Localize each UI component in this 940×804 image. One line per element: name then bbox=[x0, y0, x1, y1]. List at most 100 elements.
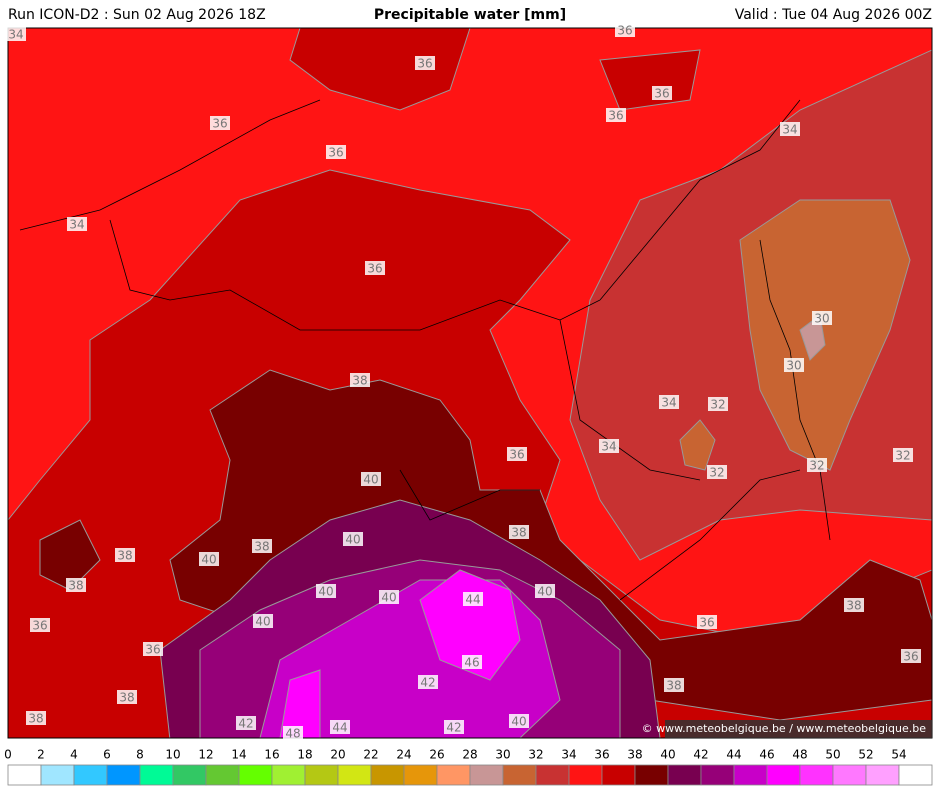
contour-label: 42 bbox=[444, 720, 464, 735]
label-text: 38 bbox=[117, 549, 132, 563]
label-box bbox=[361, 472, 381, 486]
label-box bbox=[784, 358, 804, 372]
contour-label: 36 bbox=[143, 642, 163, 657]
label-text: 34 bbox=[8, 28, 23, 42]
label-box bbox=[115, 548, 135, 562]
contour-label: 34 bbox=[6, 27, 26, 42]
label-box bbox=[901, 649, 921, 663]
label-box bbox=[6, 27, 26, 41]
color-box bbox=[106, 764, 141, 786]
color-box bbox=[304, 764, 339, 786]
label-text: 48 bbox=[285, 727, 300, 741]
colorbar-tick: 14 bbox=[231, 748, 246, 762]
contour-label: 30 bbox=[784, 358, 804, 373]
label-text: 46 bbox=[464, 656, 479, 670]
contour-label: 38 bbox=[844, 598, 864, 613]
contour-label: 38 bbox=[117, 690, 137, 705]
label-text: 36 bbox=[903, 650, 918, 664]
colorbar-tick: 18 bbox=[297, 748, 312, 762]
contour-label: 36 bbox=[326, 145, 346, 160]
colorbar-tick: 40 bbox=[660, 748, 675, 762]
contour-label: 36 bbox=[30, 618, 50, 633]
colorbar-tick: 34 bbox=[561, 748, 576, 762]
colorbar-tick: 22 bbox=[363, 748, 378, 762]
color-box bbox=[271, 764, 306, 786]
label-box bbox=[707, 465, 727, 479]
contour-label: 40 bbox=[316, 584, 336, 599]
label-box bbox=[66, 578, 86, 592]
shade-30 bbox=[679, 419, 716, 471]
color-box bbox=[370, 764, 405, 786]
shade-30 bbox=[739, 199, 911, 471]
contour-label: 38 bbox=[509, 525, 529, 540]
credit-box bbox=[665, 720, 932, 738]
contour-label: 40 bbox=[253, 614, 273, 629]
contour-label: 38 bbox=[350, 373, 370, 388]
label-box bbox=[326, 145, 346, 159]
color-box bbox=[238, 764, 273, 786]
label-text: 42 bbox=[420, 676, 435, 690]
label-box bbox=[350, 373, 370, 387]
label-text: 36 bbox=[417, 57, 432, 71]
map: © www.meteobelgique.be / www.meteobelgiq… bbox=[6, 23, 933, 741]
colorbar-tick: 50 bbox=[825, 748, 840, 762]
label-text: 34 bbox=[661, 396, 676, 410]
label-text: 40 bbox=[537, 585, 552, 599]
contour-label: 46 bbox=[462, 655, 482, 670]
label-text: 36 bbox=[617, 24, 632, 38]
label-box bbox=[780, 122, 800, 136]
label-box bbox=[418, 675, 438, 689]
label-box bbox=[283, 726, 303, 740]
label-text: 38 bbox=[666, 679, 681, 693]
label-text: 34 bbox=[782, 123, 797, 137]
color-box bbox=[634, 764, 669, 786]
colorbar-tick: 8 bbox=[136, 748, 144, 762]
label-box bbox=[143, 642, 163, 656]
label-text: 40 bbox=[363, 473, 378, 487]
label-box bbox=[462, 655, 482, 669]
label-box bbox=[379, 590, 399, 604]
colorbar-tick: 44 bbox=[726, 748, 741, 762]
label-text: 40 bbox=[511, 715, 526, 729]
color-box bbox=[568, 764, 603, 786]
label-text: 38 bbox=[119, 691, 134, 705]
colorbar-tick: 28 bbox=[462, 748, 477, 762]
label-box bbox=[463, 592, 483, 606]
contour-label: 42 bbox=[418, 675, 438, 690]
contour-label: 44 bbox=[330, 720, 350, 735]
label-box bbox=[199, 552, 219, 566]
contour-label: 34 bbox=[659, 395, 679, 410]
contour-label: 34 bbox=[599, 439, 619, 454]
label-text: 36 bbox=[699, 616, 714, 630]
label-text: 36 bbox=[509, 448, 524, 462]
label-text: 36 bbox=[608, 109, 623, 123]
label-text: 32 bbox=[809, 459, 824, 473]
label-text: 36 bbox=[654, 87, 669, 101]
label-box bbox=[812, 311, 832, 325]
color-box bbox=[469, 764, 504, 786]
label-box bbox=[507, 447, 527, 461]
label-box bbox=[316, 584, 336, 598]
contour-label: 36 bbox=[415, 56, 435, 71]
label-box bbox=[415, 56, 435, 70]
label-text: 36 bbox=[32, 619, 47, 633]
colorbar-tick: 26 bbox=[429, 748, 444, 762]
colorbar-tick: 10 bbox=[165, 748, 180, 762]
color-box bbox=[865, 764, 900, 786]
label-text: 34 bbox=[601, 440, 616, 454]
colorbar-tick: 32 bbox=[528, 748, 543, 762]
contour-label: 32 bbox=[708, 397, 728, 412]
contour-label: 40 bbox=[509, 714, 529, 729]
label-text: 36 bbox=[212, 117, 227, 131]
color-box bbox=[766, 764, 801, 786]
label-text: 42 bbox=[238, 717, 253, 731]
label-text: 38 bbox=[846, 599, 861, 613]
contour-label: 40 bbox=[379, 590, 399, 605]
contour-label: 34 bbox=[780, 122, 800, 137]
colorbar-tick: 16 bbox=[264, 748, 279, 762]
contour-label: 34 bbox=[67, 217, 87, 232]
contour-label: 38 bbox=[252, 539, 272, 554]
shade-36 bbox=[289, 28, 471, 111]
label-text: 44 bbox=[465, 593, 480, 607]
